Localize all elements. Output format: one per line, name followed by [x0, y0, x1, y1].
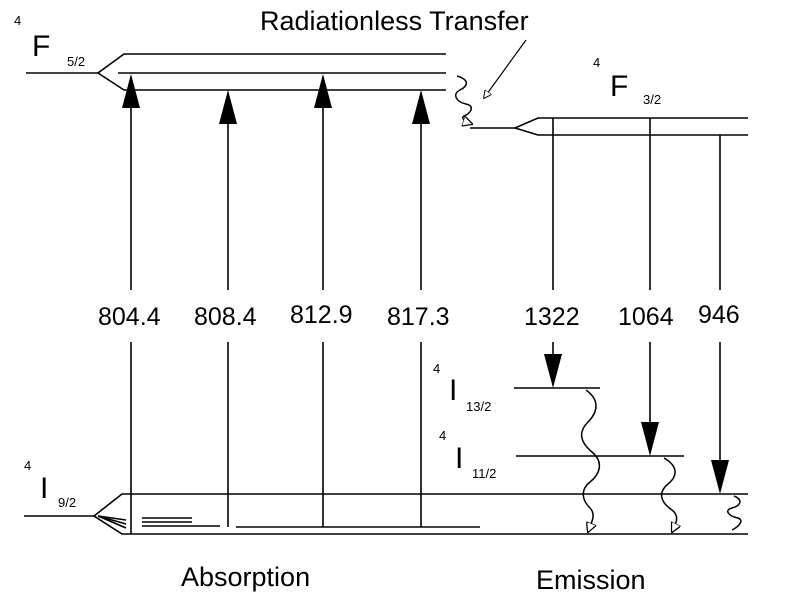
- i92-subscript: 9/2: [58, 495, 77, 510]
- emission-wavelength-946: 946: [698, 301, 740, 329]
- i132-subscript: 13/2: [466, 399, 492, 414]
- decay-wave-i112: [660, 457, 677, 532]
- f52-level-band: [26, 53, 446, 91]
- emission-section-label: Emission: [536, 565, 646, 595]
- f52-superscript: 4: [14, 13, 22, 28]
- absorption-arrows: [122, 74, 430, 534]
- emission-arrow-946: [711, 135, 729, 494]
- i112-superscript: 4: [439, 428, 447, 443]
- absorption-arrow-817: [412, 90, 430, 527]
- i112-subscript: 11/2: [472, 466, 497, 481]
- emission-arrows: [544, 118, 729, 494]
- f32-superscript: 4: [593, 55, 601, 70]
- i112-letter: I: [455, 442, 464, 475]
- i132-letter: I: [449, 374, 458, 407]
- nonradiative-decay-arrows: [580, 389, 742, 532]
- absorption-wavelength-808: 808.4: [194, 303, 257, 331]
- i92-level-band: [24, 493, 748, 535]
- f32-level-band: [470, 117, 748, 136]
- absorption-section-label: Absorption: [181, 562, 311, 592]
- emission-wavelength-1064: 1064: [618, 303, 674, 331]
- i92-letter: I: [40, 472, 49, 505]
- absorption-wavelength-804: 804.4: [98, 303, 161, 331]
- absorption-arrow-808: [219, 90, 237, 527]
- f32-letter: F: [610, 70, 629, 103]
- decay-wave-i132: [580, 389, 601, 532]
- decay-wave-i92: [727, 495, 742, 531]
- f52-subscript: 5/2: [67, 54, 86, 69]
- radiationless-transfer-pointer: [484, 39, 527, 98]
- f32-subscript: 3/2: [643, 92, 662, 107]
- emission-wavelength-1322: 1322: [524, 303, 580, 331]
- emission-arrow-1064: [641, 118, 659, 456]
- absorption-wavelength-812: 812.9: [290, 301, 353, 329]
- f52-letter: F: [32, 30, 51, 63]
- absorption-arrow-812: [314, 74, 332, 527]
- absorption-wavelength-817: 817.3: [387, 303, 450, 331]
- radiationless-transfer-wave: [455, 75, 472, 124]
- absorption-arrow-804: [122, 74, 140, 534]
- i92-superscript: 4: [24, 458, 32, 473]
- emission-arrow-1322: [544, 118, 562, 388]
- i132-superscript: 4: [433, 361, 441, 376]
- radiationless-transfer-title: Radiationless Transfer: [260, 6, 529, 36]
